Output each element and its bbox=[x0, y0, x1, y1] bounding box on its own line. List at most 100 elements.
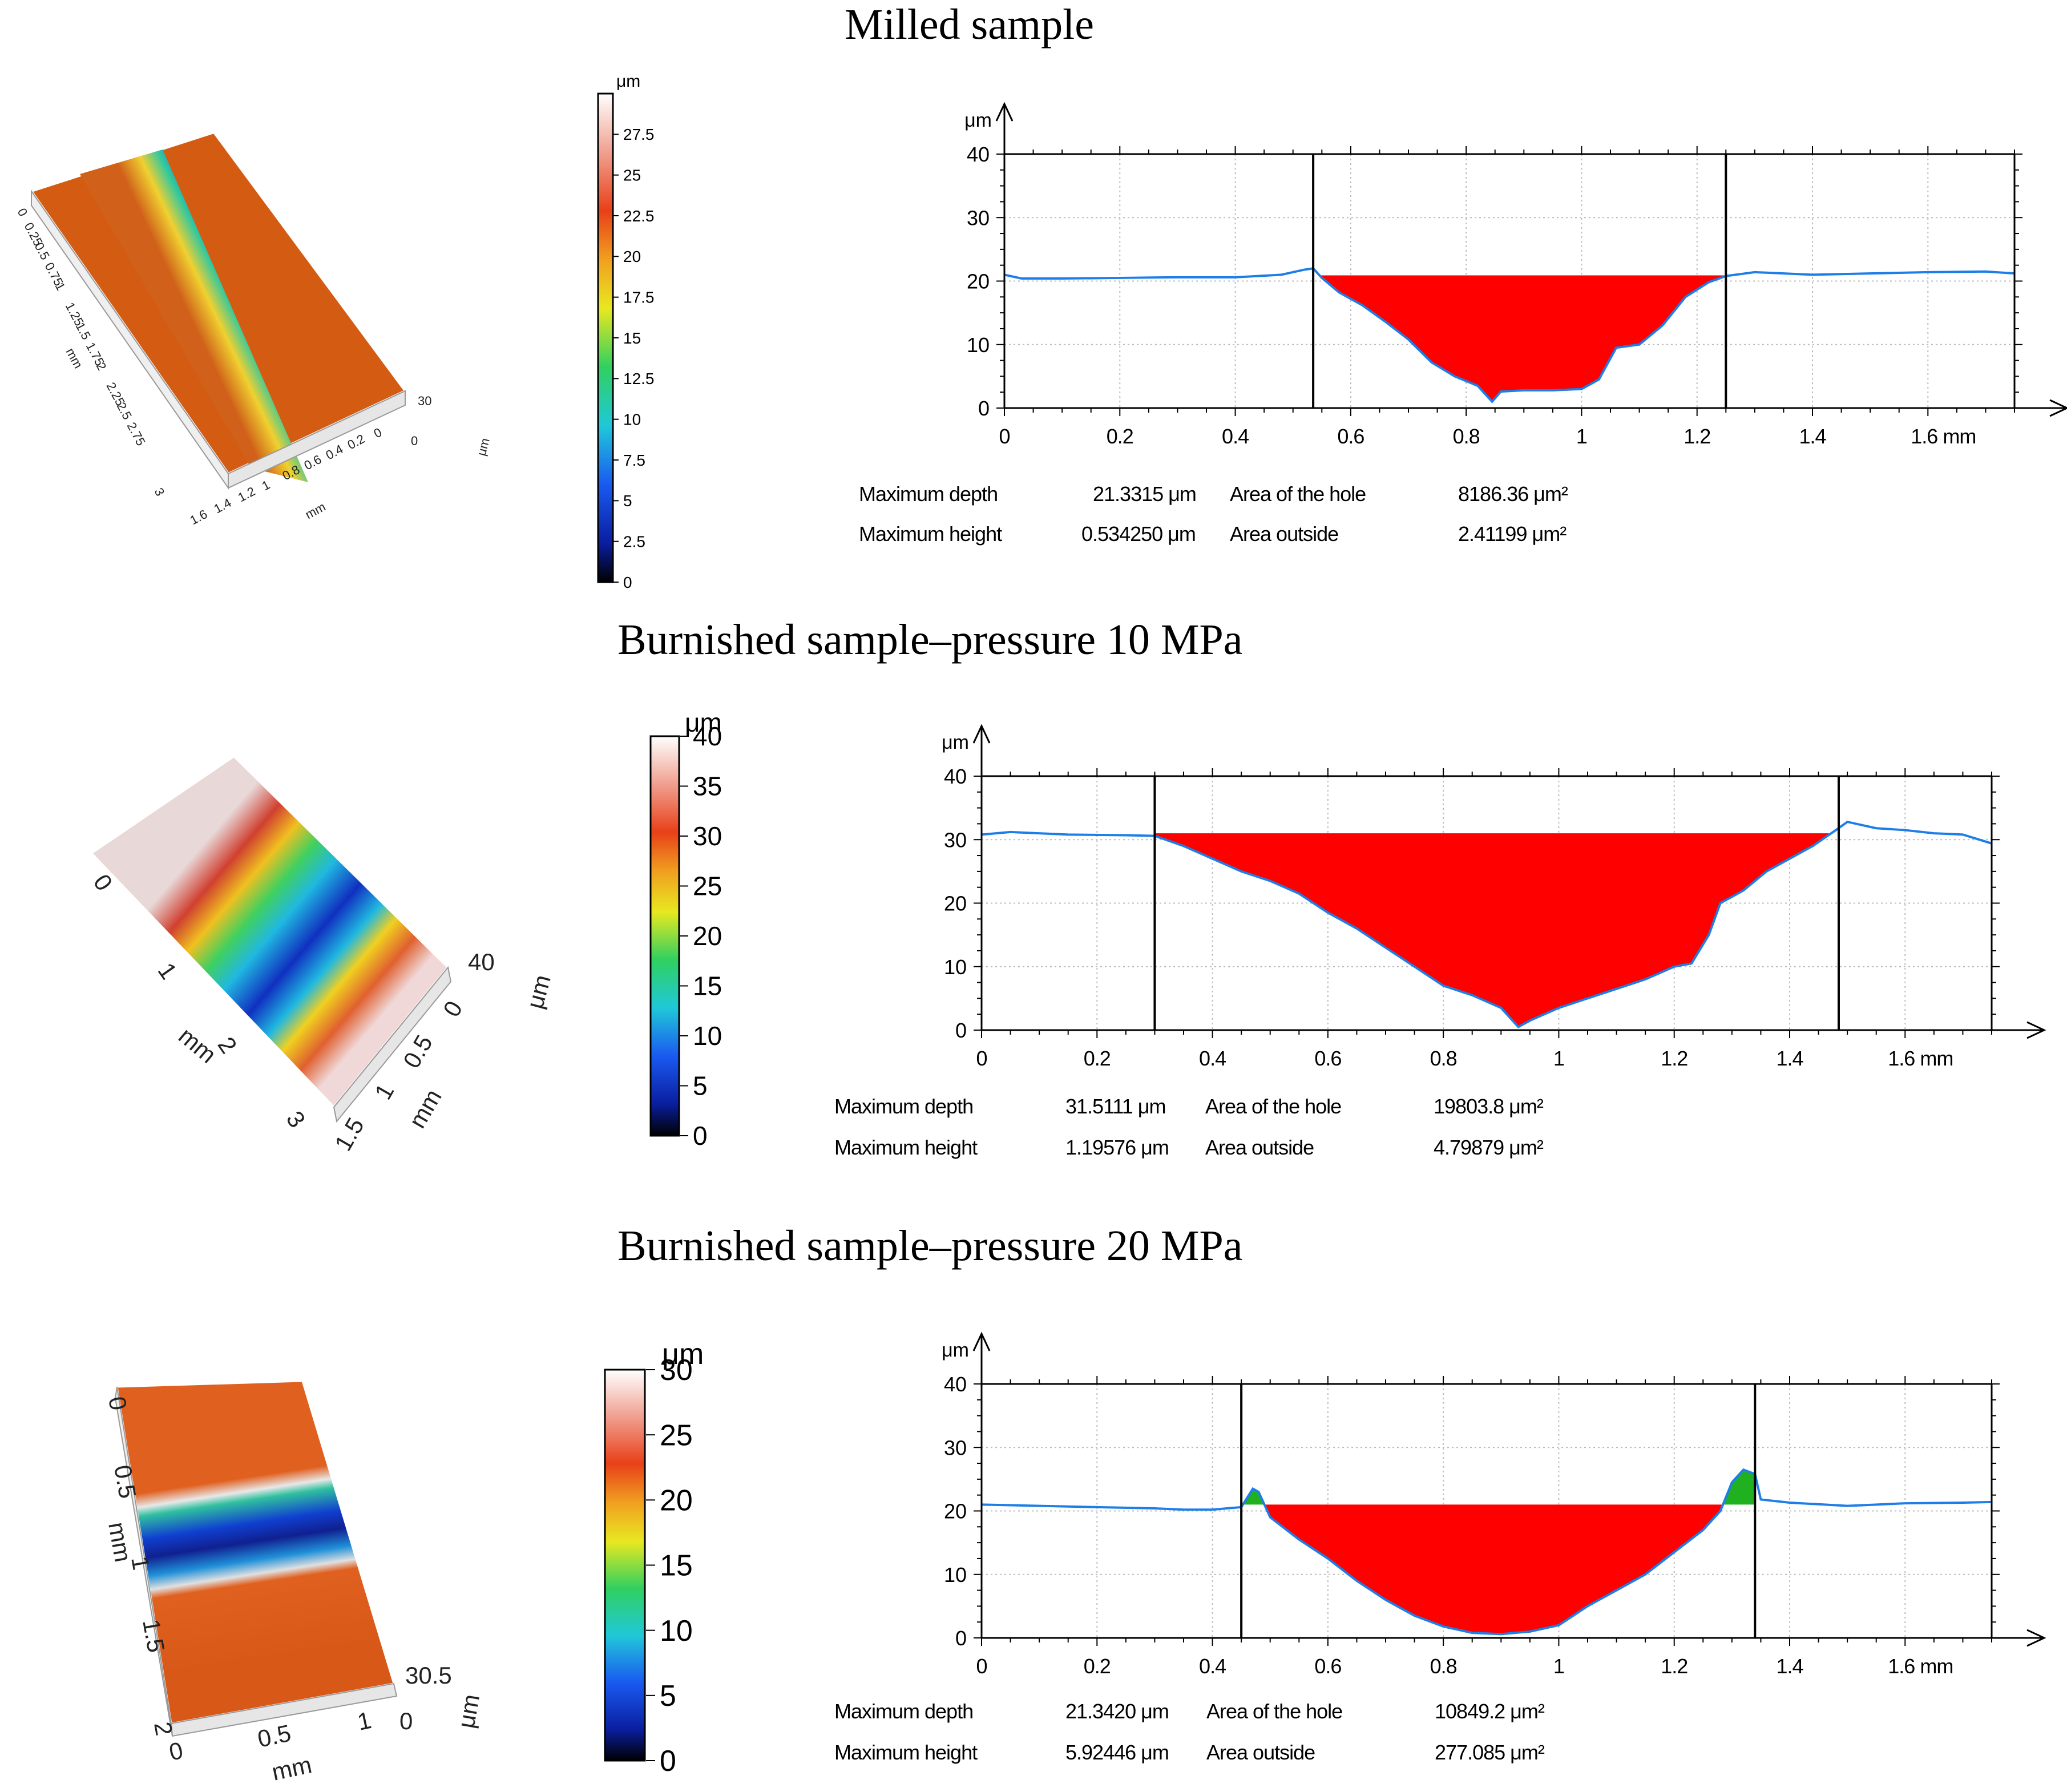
x-tick-label: 1.2 bbox=[1661, 1047, 1687, 1070]
short-axis-label: mm bbox=[269, 1751, 314, 1786]
x-tick-label: 0.8 bbox=[1430, 1047, 1457, 1070]
scale-tick-label: 30 bbox=[660, 1354, 693, 1387]
short-tick: 0.5 bbox=[255, 1720, 293, 1753]
section-burnished-20: Burnished sample–pressure 20 MPa bbox=[0, 1193, 2067, 1786]
color-scale: μm 27.5 25 22.5 20 17.5 15 12.5 10 7.5 5 2.5 0 bbox=[594, 68, 719, 594]
x-tick-label: 0.4 bbox=[1222, 425, 1249, 448]
long-tick: 1 bbox=[153, 958, 183, 984]
measurement-table: Maximum depth 21.3420 μm Area of the hol… bbox=[834, 1700, 1576, 1768]
measurement-value: 0.534250 μm bbox=[1081, 522, 1196, 546]
scale-tick-label: 10 bbox=[693, 1021, 722, 1051]
measurement-label: Maximum depth bbox=[834, 1095, 974, 1118]
y-tick-label: 0 bbox=[978, 397, 990, 420]
long-tick: 3 bbox=[152, 486, 168, 499]
long-tick: 2.75 bbox=[124, 420, 148, 449]
short-tick: 1 bbox=[369, 1079, 399, 1104]
long-axis-label: mm bbox=[173, 1022, 221, 1068]
scale-tick-label: 5 bbox=[660, 1680, 676, 1713]
y-tick-label: 30 bbox=[944, 828, 967, 851]
measurement-value: 8186.36 μm² bbox=[1458, 482, 1568, 506]
measurement-row: Maximum height 5.92446 μm Area outside 2… bbox=[834, 1741, 1576, 1769]
scale-tick-label: 22.5 bbox=[623, 207, 655, 225]
section-burnished-10: Burnished sample–pressure 10 MPa bbox=[0, 605, 2067, 1193]
color-scale-unit: μm bbox=[685, 708, 722, 737]
y-tick-label: 10 bbox=[967, 333, 990, 357]
scale-tick-label: 0 bbox=[660, 1745, 676, 1778]
measurement-value: 19803.8 μm² bbox=[1434, 1095, 1544, 1118]
scale-tick-label: 27.5 bbox=[623, 126, 655, 143]
measurement-label: Maximum depth bbox=[859, 482, 998, 506]
y-tick-label: 40 bbox=[944, 1373, 967, 1396]
short-tick: 1.5 bbox=[329, 1113, 369, 1155]
surface-side-face-2 bbox=[114, 1386, 173, 1737]
y-axis-unit: μm bbox=[964, 110, 992, 131]
measurement-value: 2.41199 μm² bbox=[1458, 522, 1567, 546]
short-tick: 1 bbox=[355, 1706, 374, 1736]
short-tick: 1 bbox=[260, 478, 273, 494]
measurement-value: 21.3315 μm bbox=[1093, 482, 1197, 506]
x-tick-label: 0.2 bbox=[1084, 1047, 1111, 1070]
measurement-label: Maximum height bbox=[834, 1741, 978, 1764]
x-tick-label: 0.6 bbox=[1314, 1047, 1341, 1070]
y-tick-label: 0 bbox=[955, 1626, 967, 1650]
groove-band bbox=[80, 150, 308, 482]
y-tick-label: 30 bbox=[944, 1436, 967, 1459]
y-tick-label: 40 bbox=[944, 765, 967, 788]
z-tick: 30 bbox=[418, 394, 431, 408]
measurement-value: 10849.2 μm² bbox=[1435, 1700, 1545, 1723]
measurement-value: 31.5111 μm bbox=[1065, 1095, 1166, 1118]
short-tick: 0 bbox=[167, 1737, 185, 1766]
measurement-row: Maximum depth 31.5111 μm Area of the hol… bbox=[834, 1095, 1576, 1123]
color-scale-bar bbox=[604, 1369, 646, 1762]
surface-svg: 0 0.5 1 1.5 2 mm 0 0.5 1 mm 30.5 0 μm bbox=[103, 1380, 485, 1786]
y-tick-label: 0 bbox=[955, 1019, 967, 1042]
x-tick-label: 1.2 bbox=[1684, 425, 1710, 448]
x-tick-label: 0.2 bbox=[1084, 1654, 1111, 1678]
long-axis-label: mm bbox=[63, 346, 86, 371]
y-tick-label: 20 bbox=[944, 892, 967, 915]
measurement-row: Maximum depth 21.3315 μm Area of the hol… bbox=[859, 482, 1601, 511]
x-tick-label: 1 bbox=[1576, 425, 1587, 448]
x-tick-label: 0.8 bbox=[1453, 425, 1480, 448]
z-axis-label: μm bbox=[453, 1692, 485, 1730]
profile-chart-svg: 0 0.2 0.4 0.6 0.8 1 1.2 1.4 1.6 mm 0 10 20 30 40 μm bbox=[964, 102, 2067, 448]
scale-tick-label: 5 bbox=[623, 492, 632, 510]
color-scale-svg: μm 27.5 25 22.5 20 17.5 15 12.5 10 7.5 5 2.5 0 bbox=[597, 72, 655, 591]
short-tick: 1.4 bbox=[212, 495, 234, 516]
surface-top-face bbox=[89, 754, 450, 1109]
x-tick-label: 0.4 bbox=[1199, 1654, 1226, 1678]
y-tick-label: 10 bbox=[944, 1563, 967, 1587]
measurement-value: 277.085 μm² bbox=[1435, 1741, 1545, 1764]
scale-tick-label: 0 bbox=[693, 1121, 708, 1151]
surface-svg: 0 0.25 0.5 0.75 1 1.25 1.5 1.75 2 2.25 2… bbox=[15, 131, 492, 527]
x-tick-label: 0.6 bbox=[1314, 1654, 1341, 1678]
measurement-value: 21.3420 μm bbox=[1065, 1700, 1169, 1723]
scale-tick-label: 7.5 bbox=[623, 451, 645, 469]
outside-area bbox=[1711, 1470, 1755, 1505]
x-tick-label: 1.6 mm bbox=[1888, 1654, 1953, 1678]
profile-chart-svg: 0 0.2 0.4 0.6 0.8 1 1.2 1.4 1.6 mm 0 10 20 30 40 μm bbox=[942, 724, 2046, 1070]
z-tick: 0 bbox=[411, 434, 418, 448]
surface-3d-view: 0 0.5 1 1.5 2 mm 0 0.5 1 mm 30.5 0 μm bbox=[86, 1380, 496, 1786]
short-tick: 1.2 bbox=[236, 484, 258, 504]
measurement-table: Maximum depth 21.3315 μm Area of the hol… bbox=[859, 482, 1601, 551]
y-axis-unit: μm bbox=[942, 732, 969, 753]
z-tick: 40 bbox=[468, 949, 495, 975]
color-scale-bar bbox=[649, 735, 680, 1137]
long-tick: 0 bbox=[15, 206, 31, 219]
measurement-label: Maximum height bbox=[834, 1136, 978, 1159]
profile-chart: 0 0.2 0.4 0.6 0.8 1 1.2 1.4 1.6 mm 0 10 20 30 40 μm bbox=[827, 713, 2046, 1070]
short-tick: 0.4 bbox=[324, 442, 346, 462]
short-tick: 0.2 bbox=[345, 431, 368, 452]
long-tick: 0.5 bbox=[109, 1463, 141, 1500]
short-axis-label: mm bbox=[403, 1084, 447, 1132]
scale-tick-label: 20 bbox=[660, 1484, 693, 1517]
x-tick-label: 0.2 bbox=[1107, 425, 1133, 448]
measurement-table: Maximum depth 31.5111 μm Area of the hol… bbox=[834, 1095, 1576, 1163]
x-axis-arrow bbox=[2049, 399, 2067, 417]
short-axis-label: mm bbox=[303, 499, 328, 522]
x-tick-label: 1.4 bbox=[1776, 1047, 1803, 1070]
y-tick-label: 30 bbox=[967, 206, 990, 229]
profile-line bbox=[981, 820, 1992, 1028]
scale-tick-label: 25 bbox=[693, 871, 722, 901]
